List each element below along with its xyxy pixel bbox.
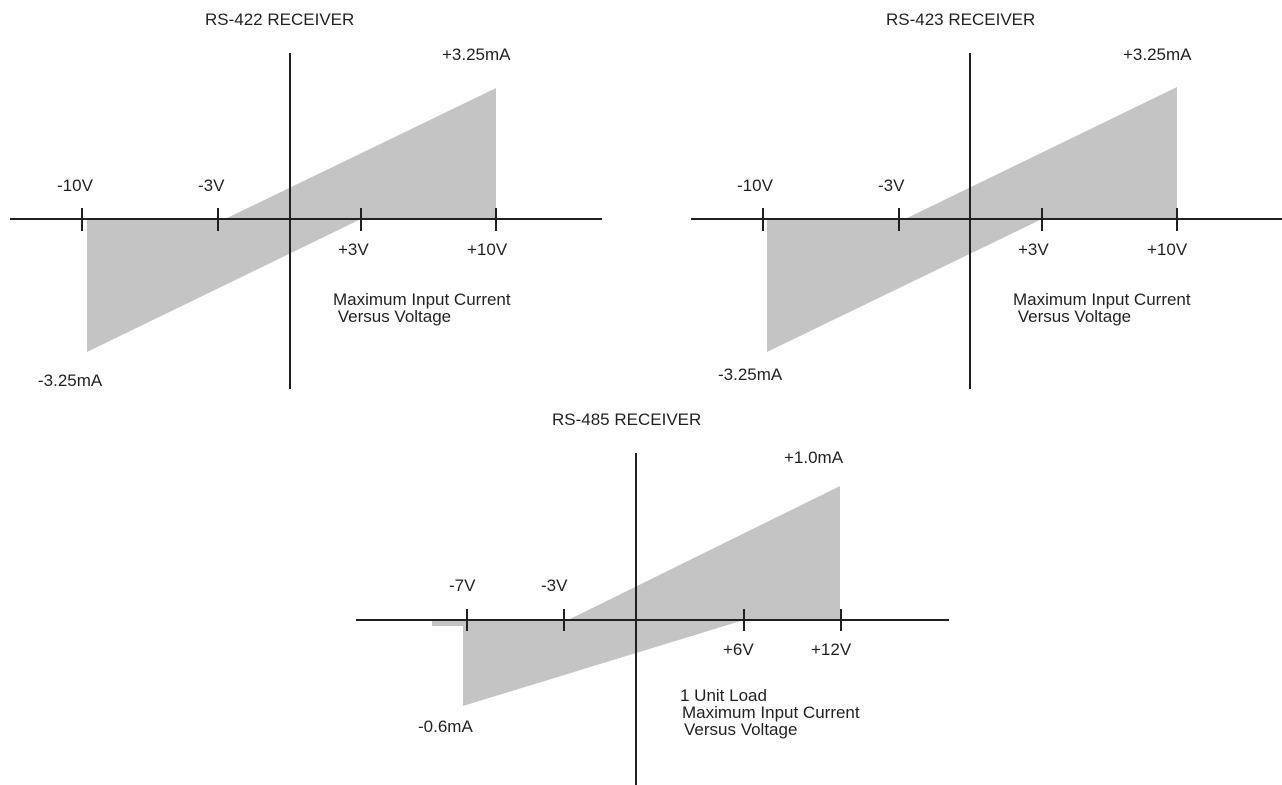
panel-rs485: RS-485 RECEIVER -7V -3V +6V +12V +1.0mA …: [350, 400, 950, 785]
rs422-label-pos-threshold: +3V: [338, 240, 369, 259]
rs422-title: RS-422 RECEIVER: [205, 10, 355, 29]
rs423-label-pos-threshold: +3V: [1018, 240, 1049, 259]
rs422-caption: Maximum Input Current Versus Voltage: [333, 291, 511, 325]
rs485-label-neg-threshold: -3V: [541, 576, 568, 595]
rs423-label-neg-v: -10V: [737, 176, 773, 195]
rs422-positive-region: [225, 88, 496, 219]
rs423-label-neg-current: -3.25mA: [718, 365, 783, 384]
rs485-label-pos-current: +1.0mA: [784, 448, 844, 467]
rs485-caption-line-3: Versus Voltage: [684, 720, 798, 739]
rs423-label-pos-current: +3.25mA: [1123, 45, 1192, 64]
rs485-label-pos-v: +12V: [811, 640, 852, 659]
rs485-negative-region: [432, 620, 744, 706]
rs423-negative-region: [767, 219, 1042, 352]
rs422-graph: [10, 53, 602, 389]
rs423-label-neg-threshold: -3V: [878, 176, 905, 195]
rs485-title: RS-485 RECEIVER: [552, 410, 702, 429]
rs423-caption-line-2: Versus Voltage: [1013, 307, 1132, 326]
rs422-label-neg-v: -10V: [57, 176, 93, 195]
rs423-graph: [691, 53, 1282, 389]
rs422-label-pos-current: +3.25mA: [442, 45, 511, 64]
rs485-caption: 1 Unit Load Maximum Input Current Versus…: [680, 687, 860, 738]
rs423-positive-region: [905, 87, 1177, 219]
rs423-caption-line-1: Maximum Input Current: [1013, 290, 1191, 309]
panel-rs422: RS-422 RECEIVER -10V -3V +3V +10V +3.25m…: [0, 0, 620, 392]
rs423-title: RS-423 RECEIVER: [886, 10, 1036, 29]
panel-rs423: RS-423 RECEIVER -10V -3V +3V +10V +3.25m…: [680, 0, 1282, 392]
rs485-label-pos-threshold: +6V: [723, 640, 754, 659]
rs423-label-pos-v: +10V: [1147, 240, 1188, 259]
rs422-caption-line-1: Maximum Input Current: [333, 290, 511, 309]
rs423-caption: Maximum Input Current Versus Voltage: [1013, 291, 1191, 325]
rs422-negative-region: [87, 219, 361, 352]
rs485-graph: [356, 453, 949, 785]
rs422-caption-line-2: Versus Voltage: [333, 307, 452, 326]
rs422-label-neg-current: -3.25mA: [38, 371, 103, 390]
rs422-label-neg-threshold: -3V: [198, 176, 225, 195]
rs485-label-neg-current: -0.6mA: [418, 717, 473, 736]
rs422-label-pos-v: +10V: [467, 240, 508, 259]
rs485-caption-line-2: Maximum Input Current: [682, 703, 860, 722]
rs485-caption-line-1: 1 Unit Load: [680, 686, 767, 705]
rs485-positive-region: [568, 486, 840, 620]
rs485-label-neg-v: -7V: [449, 576, 476, 595]
